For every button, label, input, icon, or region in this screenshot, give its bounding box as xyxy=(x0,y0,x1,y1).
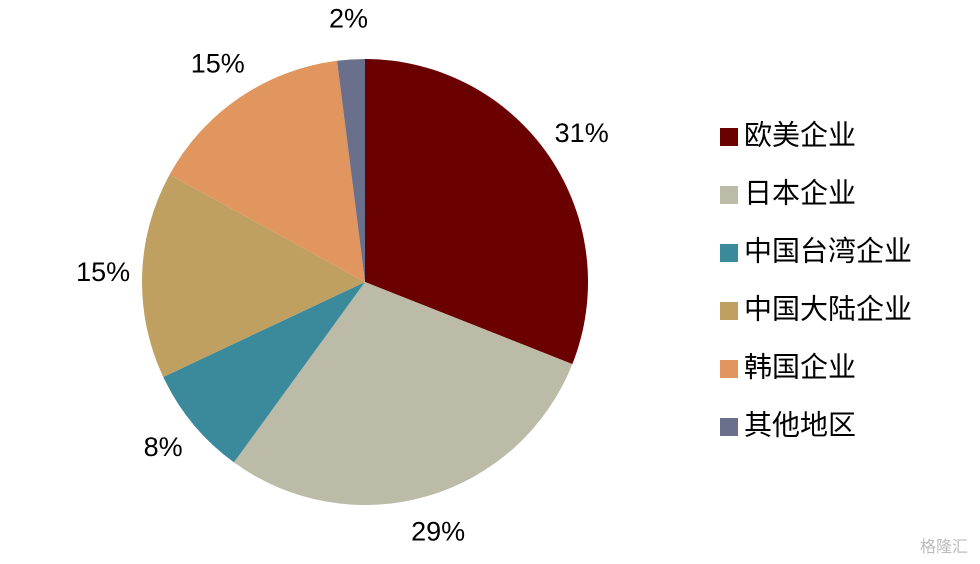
data-label: 15% xyxy=(76,257,130,287)
legend-swatch xyxy=(720,360,738,378)
pie-slice xyxy=(142,174,365,377)
data-label: 29% xyxy=(411,517,465,547)
legend-label: 其他地区 xyxy=(744,409,856,440)
legend-swatch xyxy=(720,418,738,436)
pie-slice xyxy=(163,282,365,463)
legend-label: 中国大陆企业 xyxy=(744,293,912,324)
legend-swatch xyxy=(720,186,738,204)
watermark: 格隆汇 xyxy=(920,538,968,556)
legend-label: 欧美企业 xyxy=(744,119,856,150)
pie-slice xyxy=(233,282,573,505)
pie-slice xyxy=(337,59,365,282)
legend-swatch xyxy=(720,302,738,320)
pie-slice xyxy=(365,59,588,365)
pie-slice xyxy=(169,60,365,282)
data-label: 8% xyxy=(144,432,183,462)
legend-label: 韩国企业 xyxy=(744,351,856,382)
data-label: 31% xyxy=(555,118,609,148)
data-label: 2% xyxy=(329,4,368,34)
legend-label: 中国台湾企业 xyxy=(744,235,912,266)
legend-swatch xyxy=(720,244,738,262)
legend-label: 日本企业 xyxy=(744,177,856,208)
legend-swatch xyxy=(720,128,738,146)
data-label: 15% xyxy=(191,48,245,78)
